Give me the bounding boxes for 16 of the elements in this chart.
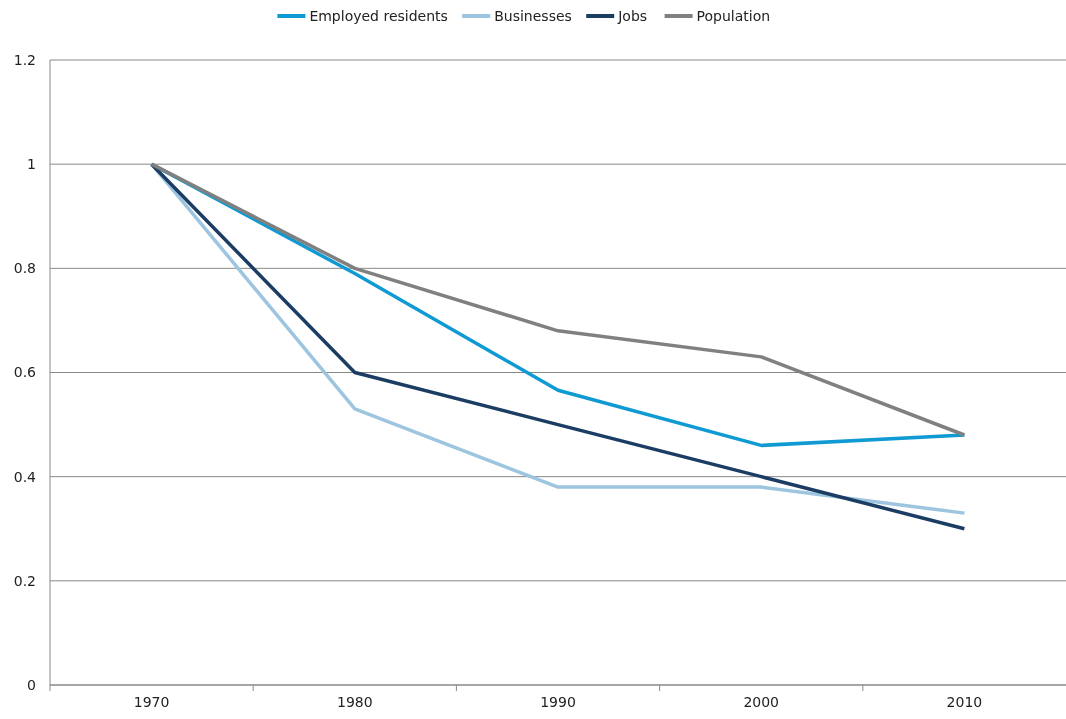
y-tick-label: 0.2 (13, 572, 36, 589)
y-tick-label: 1 (27, 156, 36, 173)
y-tick-label: 0.8 (13, 260, 36, 277)
legend-label: Jobs (617, 7, 648, 24)
legend-label: Employed residents (309, 7, 448, 24)
y-tick-label: 0 (27, 676, 36, 693)
x-tick-label: 1970 (133, 694, 170, 710)
legend-label: Businesses (494, 7, 572, 24)
y-tick-label: 0.4 (13, 468, 37, 485)
y-tick-label: 0.6 (13, 364, 37, 381)
x-tick-label: 2010 (946, 694, 983, 710)
y-tick-label: 1.2 (13, 51, 36, 68)
x-tick-label: 1990 (540, 694, 576, 710)
legend-label: Population (696, 7, 771, 24)
x-tick-label: 2000 (743, 694, 780, 710)
x-tick-label: 1980 (336, 694, 373, 710)
